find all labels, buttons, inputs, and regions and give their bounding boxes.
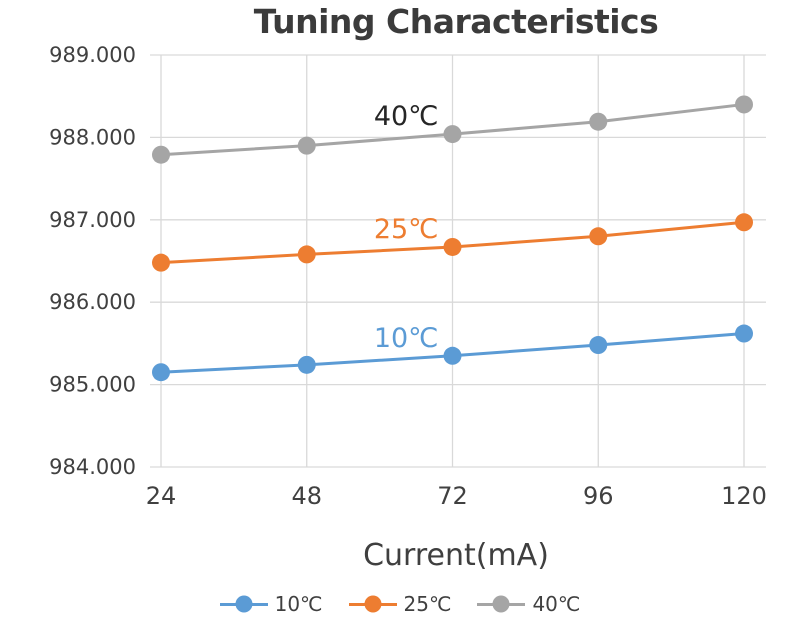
y-tick-label: 987.000 <box>49 208 136 232</box>
legend-marker-40c-icon <box>477 602 526 606</box>
legend-label-40c: 40℃ <box>532 592 581 616</box>
series-0-marker <box>152 363 170 382</box>
series-1-marker <box>443 237 462 256</box>
y-tick-label: 984.000 <box>49 455 136 479</box>
series-2-marker <box>443 125 462 144</box>
y-tick-label: 988.000 <box>49 125 136 149</box>
legend-marker-25c-icon <box>348 602 397 606</box>
series-annotation: 40℃ <box>374 101 439 132</box>
legend-label-10c: 10℃ <box>274 592 323 616</box>
legend-marker-10c-icon <box>219 602 268 606</box>
y-tick-label: 986.000 <box>49 290 136 314</box>
legend: 10℃ 25℃ 40℃ <box>0 592 800 616</box>
series-2-marker <box>589 112 608 131</box>
y-tick-label: 985.000 <box>49 373 136 397</box>
x-tick-label: 24 <box>146 482 177 510</box>
x-tick-label: 48 <box>291 482 322 510</box>
series-1-marker <box>735 213 753 232</box>
x-tick-label: 120 <box>721 482 767 510</box>
series-1-marker <box>152 253 170 272</box>
y-tick-label: 989.000 <box>49 43 136 67</box>
legend-item-40c: 40℃ <box>477 592 580 616</box>
legend-item-25c: 25℃ <box>348 592 452 616</box>
series-2-marker <box>297 136 316 155</box>
legend-item-10c: 10℃ <box>219 592 323 616</box>
plot-area: 984.000 985.000 986.000 987.000 988.000 989.0… <box>49 43 767 510</box>
series-annotation: 10℃ <box>374 323 439 354</box>
x-tick-label: 72 <box>437 482 468 510</box>
x-tick-label: 96 <box>583 482 614 510</box>
series-annotation: 25℃ <box>374 214 439 245</box>
series-0-marker <box>735 324 753 343</box>
series-0-marker <box>589 336 608 355</box>
series-2-marker <box>735 95 753 114</box>
series-1-marker <box>297 245 316 264</box>
series-0-marker <box>443 346 462 365</box>
chart-title: Tuning Characteristics <box>253 2 659 41</box>
legend-label-25c: 25℃ <box>403 592 452 616</box>
series-0-marker <box>297 355 316 374</box>
series-2-marker <box>152 145 170 164</box>
x-axis-title: Current(mA) <box>363 538 549 573</box>
series-1-marker <box>589 227 608 246</box>
